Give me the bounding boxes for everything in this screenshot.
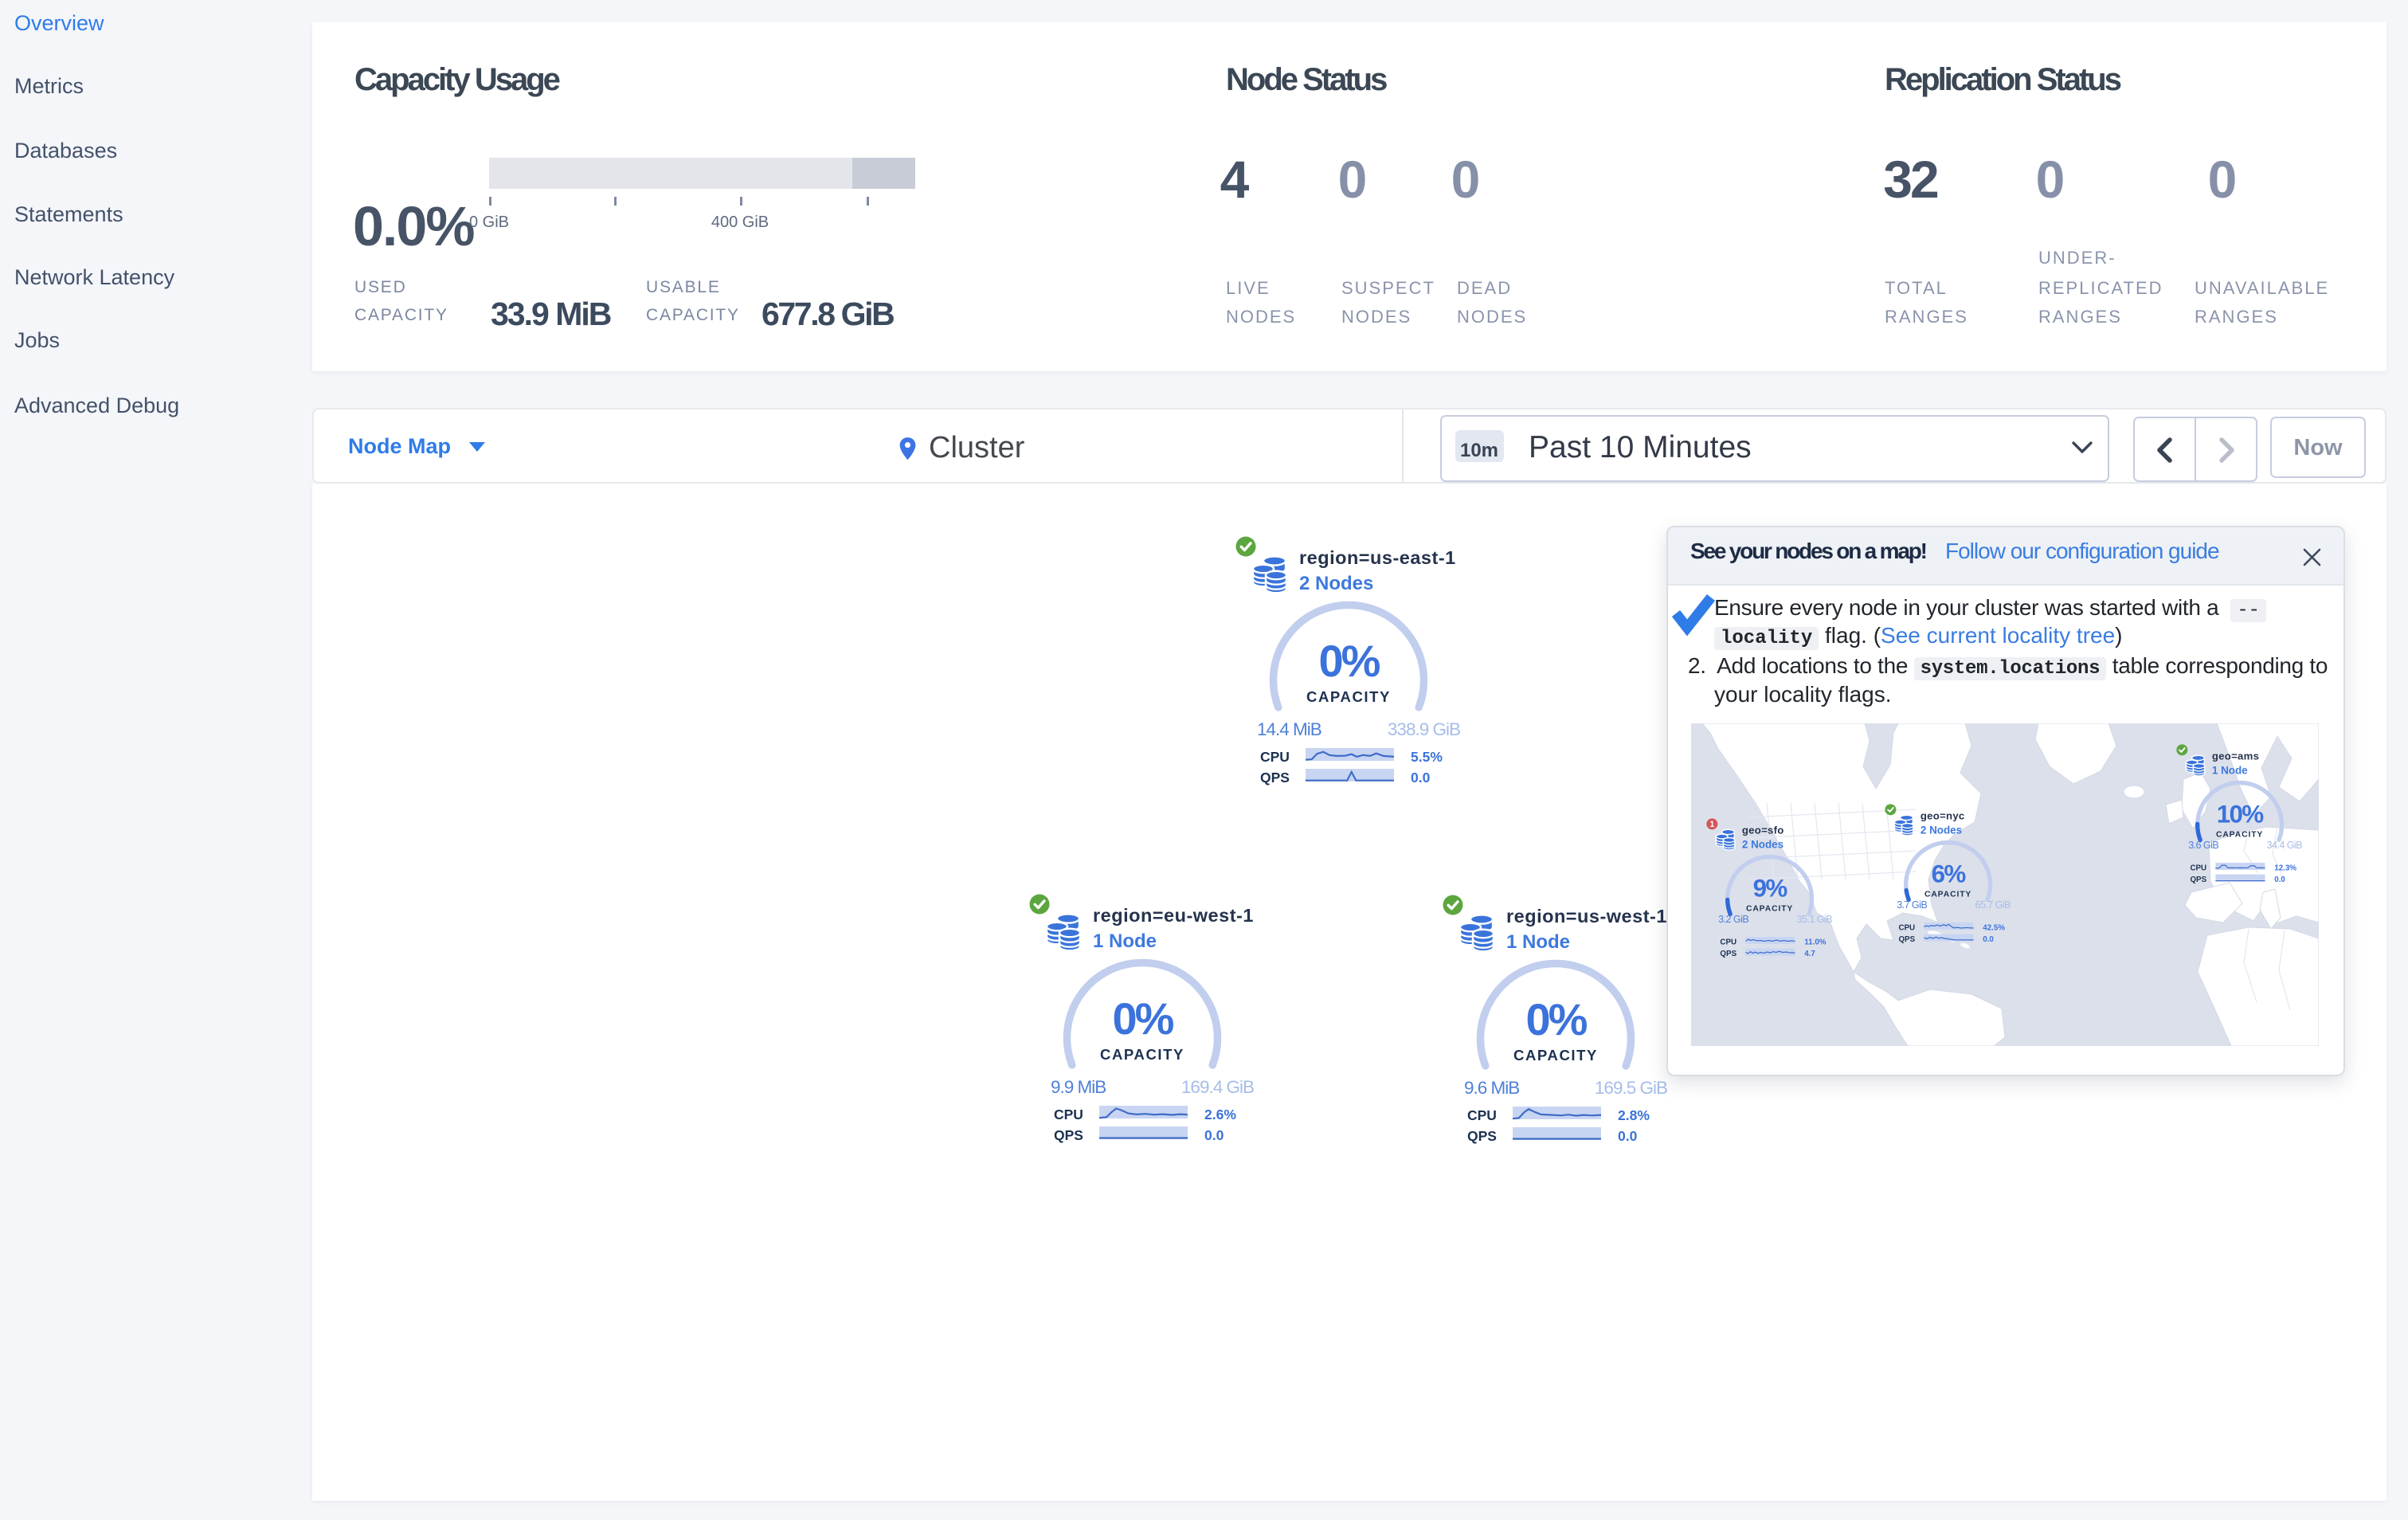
svg-text:3.2 GiB: 3.2 GiB	[1718, 914, 1748, 925]
svg-text:CPU: CPU	[1260, 749, 1290, 765]
svg-text:9.6 MiB: 9.6 MiB	[1464, 1078, 1519, 1098]
svg-text:CAPACITY: CAPACITY	[1924, 891, 1971, 899]
svg-text:QPS: QPS	[2190, 876, 2206, 884]
svg-text:CAPACITY: CAPACITY	[2216, 831, 2263, 840]
svg-text:0%: 0%	[1319, 636, 1380, 686]
svg-text:QPS: QPS	[1898, 935, 1915, 944]
svg-text:2.8%: 2.8%	[1618, 1107, 1650, 1123]
svg-text:34.4 GiB: 34.4 GiB	[2267, 840, 2303, 851]
svg-text:2 Nodes: 2 Nodes	[1742, 839, 1783, 851]
svg-text:QPS: QPS	[1720, 950, 1737, 958]
svg-text:10%: 10%	[2217, 801, 2265, 829]
svg-text:region=us-east-1: region=us-east-1	[1299, 547, 1456, 568]
svg-text:CPU: CPU	[1054, 1107, 1083, 1122]
svg-text:CAPACITY: CAPACITY	[1100, 1046, 1184, 1063]
svg-text:region=us-west-1: region=us-west-1	[1506, 906, 1667, 926]
svg-text:3.6 GiB: 3.6 GiB	[2188, 840, 2218, 851]
svg-text:9.9 MiB: 9.9 MiB	[1051, 1077, 1106, 1097]
svg-text:0%: 0%	[1113, 993, 1174, 1044]
svg-text:0%: 0%	[1526, 994, 1588, 1044]
svg-text:42.5%: 42.5%	[1983, 924, 2005, 933]
svg-text:4.7: 4.7	[1804, 950, 1815, 958]
svg-text:CAPACITY: CAPACITY	[1306, 688, 1391, 705]
svg-text:0.0: 0.0	[1411, 770, 1431, 785]
svg-text:338.9 GiB: 338.9 GiB	[1388, 719, 1460, 739]
svg-text:1 Node: 1 Node	[1093, 930, 1157, 952]
svg-text:CPU: CPU	[1720, 938, 1737, 947]
svg-text:6%: 6%	[1932, 860, 1967, 888]
svg-text:14.4 MiB: 14.4 MiB	[1257, 719, 1321, 739]
svg-text:2.6%: 2.6%	[1204, 1107, 1236, 1122]
svg-text:geo=sfo: geo=sfo	[1742, 825, 1784, 836]
svg-text:0.0: 0.0	[1983, 935, 1994, 944]
svg-text:11.0%: 11.0%	[1804, 938, 1826, 947]
svg-text:CPU: CPU	[1898, 924, 1915, 933]
svg-text:12.3%: 12.3%	[2274, 864, 2296, 873]
svg-text:CAPACITY: CAPACITY	[1513, 1047, 1598, 1064]
svg-text:9%: 9%	[1753, 875, 1788, 903]
svg-text:2 Nodes: 2 Nodes	[1921, 825, 1962, 836]
svg-text:1 Node: 1 Node	[1506, 931, 1570, 953]
svg-text:QPS: QPS	[1260, 770, 1290, 785]
svg-text:5.5%: 5.5%	[1411, 749, 1443, 765]
svg-text:65.7 GiB: 65.7 GiB	[1975, 899, 2011, 911]
svg-text:3.7 GiB: 3.7 GiB	[1897, 899, 1927, 911]
svg-text:1 Node: 1 Node	[2212, 765, 2248, 777]
svg-text:QPS: QPS	[1467, 1128, 1497, 1144]
svg-text:1: 1	[1709, 820, 1714, 829]
svg-text:0.0: 0.0	[1618, 1128, 1638, 1144]
svg-text:35.1 GiB: 35.1 GiB	[1797, 914, 1833, 925]
svg-text:geo=ams: geo=ams	[2212, 750, 2259, 762]
svg-text:QPS: QPS	[1054, 1127, 1083, 1143]
svg-text:CAPACITY: CAPACITY	[1746, 905, 1793, 914]
svg-text:169.4 GiB: 169.4 GiB	[1181, 1077, 1254, 1097]
svg-text:2 Nodes: 2 Nodes	[1299, 573, 1373, 594]
svg-text:0.0: 0.0	[2274, 876, 2285, 884]
svg-text:region=eu-west-1: region=eu-west-1	[1093, 905, 1254, 926]
svg-text:CPU: CPU	[2190, 864, 2206, 873]
svg-text:169.5 GiB: 169.5 GiB	[1595, 1078, 1667, 1098]
svg-text:geo=nyc: geo=nyc	[1921, 810, 1965, 822]
svg-text:0.0: 0.0	[1204, 1127, 1224, 1143]
svg-text:CPU: CPU	[1467, 1107, 1497, 1123]
